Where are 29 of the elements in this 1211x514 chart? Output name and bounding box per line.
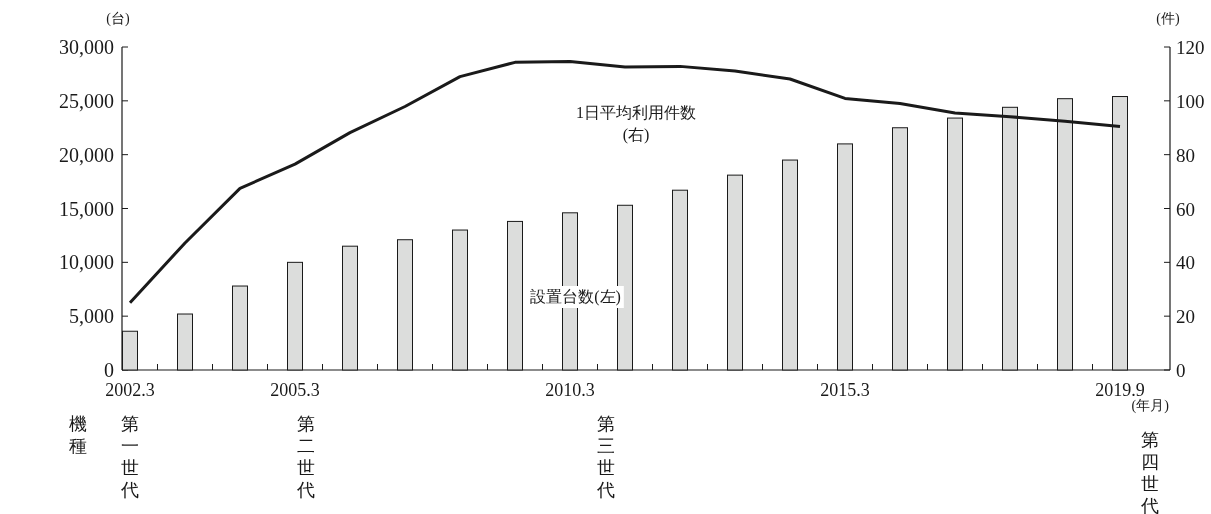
y-axis-title: (台) [106, 11, 130, 27]
text: 第一世代 [120, 414, 139, 500]
x-tick-label: 2002.3 [105, 380, 155, 400]
y2-tick-label: 0 [1176, 360, 1186, 381]
y2-axis-title: (件) [1156, 11, 1180, 27]
y2-tick-label: 100 [1176, 90, 1205, 112]
y-tick-label: 5,000 [69, 305, 114, 328]
text: (年月) [1131, 398, 1170, 414]
text: 第四世代 [1140, 430, 1160, 514]
x-tick-label: 2005.3 [270, 380, 320, 400]
y2-tick-label: 60 [1176, 198, 1195, 220]
text: 1日平均利用件数 (右) [576, 104, 696, 144]
x-tick-label: 2010.3 [545, 380, 595, 400]
y-tick-label: 30,000 [59, 36, 114, 58]
y2-tick-label: 120 [1176, 37, 1205, 58]
series-label: 設置台数(左) [530, 288, 621, 306]
x-tick-label: 2019.9 [1095, 380, 1145, 400]
y-tick-label: 15,000 [59, 197, 114, 220]
y-tick-label: 0 [104, 359, 114, 381]
text: 第三世代 [595, 414, 615, 500]
y2-tick-label: 40 [1176, 252, 1195, 274]
y-tick-label: 20,000 [59, 143, 114, 166]
y-tick-label: 25,000 [59, 89, 114, 112]
y-tick-label: 10,000 [59, 251, 114, 274]
x-tick-label: 2015.3 [820, 380, 870, 400]
y2-tick-label: 20 [1176, 306, 1195, 328]
text: 機種 [69, 414, 87, 456]
text: 第二世代 [296, 414, 315, 500]
y2-tick-label: 80 [1176, 144, 1195, 166]
